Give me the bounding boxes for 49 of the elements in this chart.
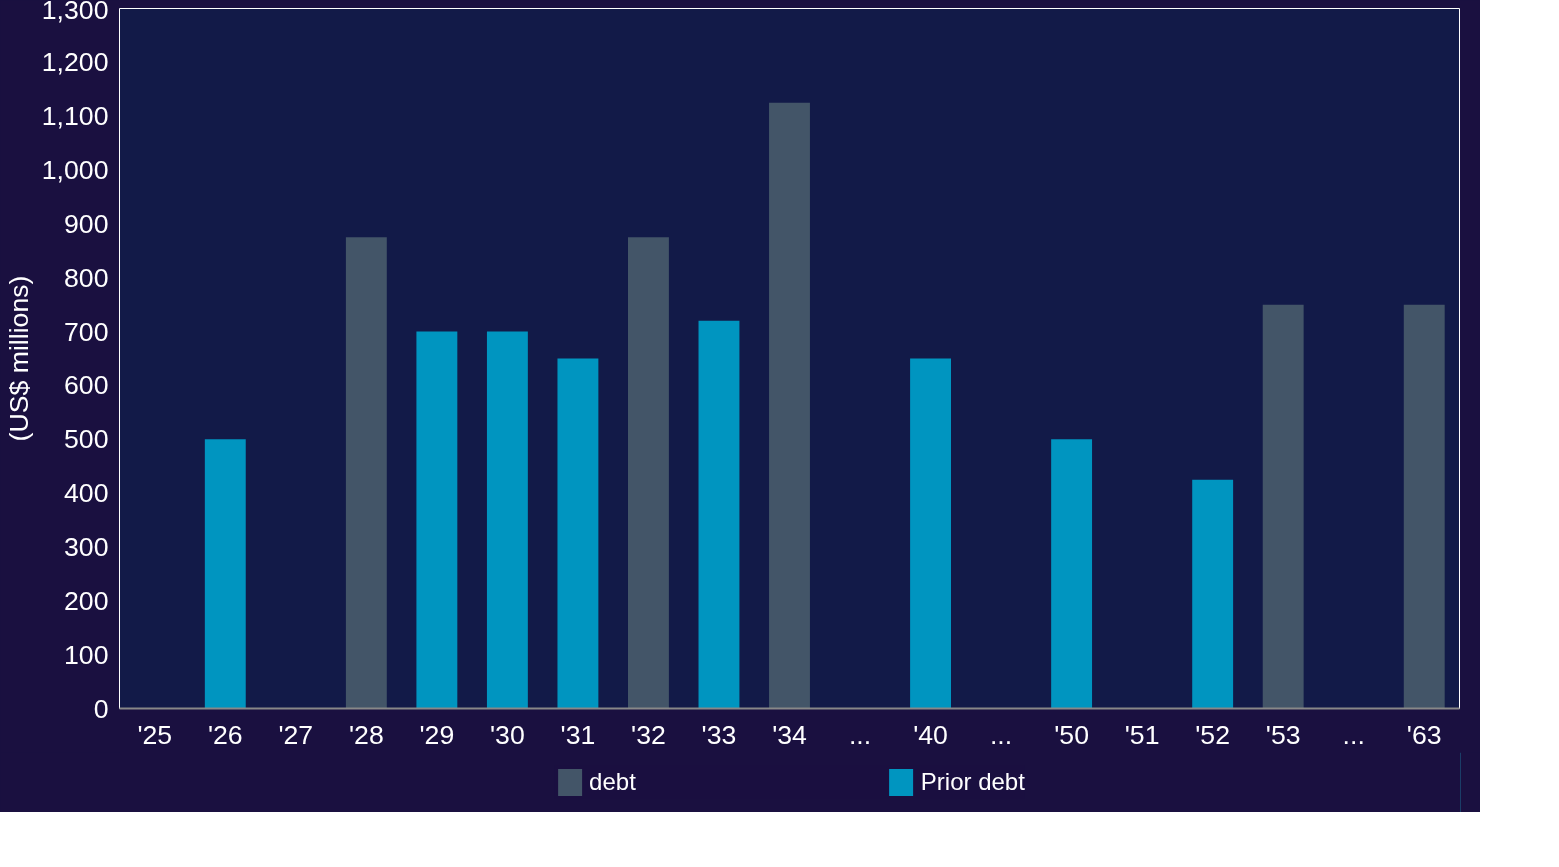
x-tick-label: '33 [701, 719, 737, 750]
x-tick-label: '30 [490, 719, 525, 750]
bar [1192, 479, 1234, 709]
bar [416, 331, 458, 709]
legend-label: debt [589, 768, 636, 796]
y-tick-label: 1,000 [41, 155, 109, 186]
bar [1262, 304, 1304, 709]
bar [1051, 439, 1093, 709]
y-tick-label: 200 [64, 585, 109, 616]
x-tick-label: '50 [1054, 719, 1089, 750]
x-tick-label: '40 [913, 719, 948, 750]
x-tick-label: '53 [1265, 719, 1301, 750]
y-tick-label: 600 [64, 370, 109, 401]
y-tick-label: 0 [93, 693, 109, 724]
x-tick-label: '25 [137, 719, 173, 750]
y-axis-title: (US$ millions) [3, 275, 34, 442]
bar [627, 237, 669, 709]
y-tick-label: 900 [64, 208, 109, 239]
x-tick-label: '26 [207, 719, 243, 750]
x-tick-label: ... [1342, 719, 1365, 750]
bar [910, 358, 952, 709]
x-tick-label: ... [848, 719, 872, 750]
bar [1403, 304, 1445, 709]
bar [557, 358, 599, 709]
y-tick-label: 800 [64, 262, 109, 293]
y-tick-label: 300 [64, 531, 109, 562]
x-tick-label: '52 [1195, 719, 1231, 750]
x-tick-label: '28 [348, 719, 384, 750]
x-tick-label: '34 [772, 719, 808, 750]
legend-label: Prior debt [920, 768, 1025, 796]
y-tick-label: 1,100 [41, 101, 109, 132]
x-tick-label: ... [989, 719, 1013, 750]
x-tick-label: '32 [631, 719, 666, 750]
y-tick-label: 1,200 [41, 47, 109, 78]
y-tick-label: 100 [64, 639, 109, 670]
y-tick-label: 400 [64, 478, 109, 509]
y-tick-label: 700 [64, 316, 109, 347]
x-tick-label: '27 [278, 719, 314, 750]
x-tick-label: '29 [419, 719, 455, 750]
y-tick-label: 1,300 [41, 0, 109, 25]
bar [345, 237, 387, 709]
x-tick-label: '51 [1124, 719, 1160, 750]
bar [486, 331, 528, 709]
bar [204, 439, 246, 709]
y-tick-label: 500 [64, 424, 109, 455]
bar [698, 320, 740, 709]
x-tick-label: '31 [560, 719, 596, 750]
x-tick-label: '63 [1406, 719, 1442, 750]
bar [769, 102, 810, 709]
